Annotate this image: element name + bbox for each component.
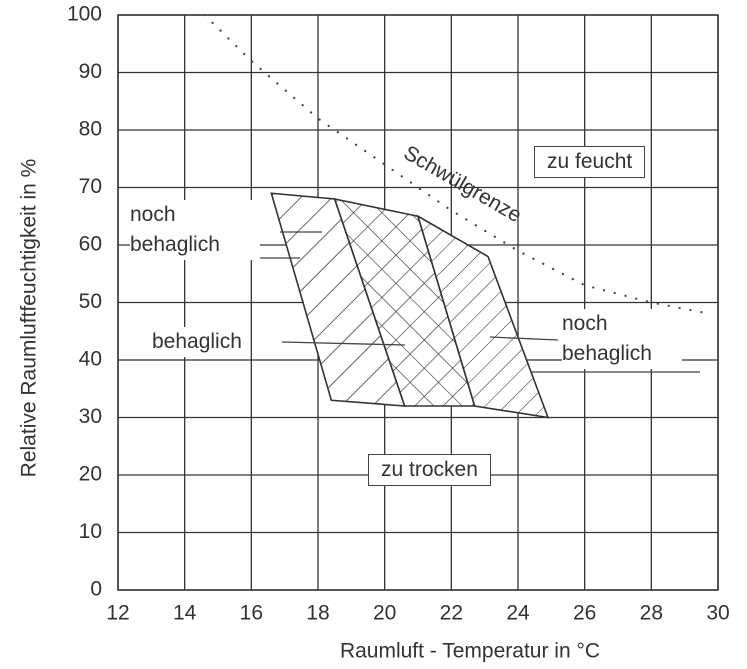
comfort-region-hatch [416,214,550,419]
y-tick-label: 90 [79,60,102,83]
y-tick-label: 80 [79,118,102,141]
x-tick-label: 14 [173,602,197,625]
region-label: behaglich [152,327,242,357]
annotation: zu trocken [368,454,491,486]
x-tick-label: 18 [306,602,329,625]
x-tick-label: 24 [506,602,530,625]
region-label: noch behaglich [562,309,682,369]
y-tick-label: 100 [67,3,102,26]
curve-label: Schwülgrenze [400,141,526,227]
x-tick-label: 28 [640,602,663,625]
y-tick-label: 70 [79,175,102,198]
x-tick-label: 20 [373,602,396,625]
annotation: zu feucht [534,146,646,178]
y-tick-label: 30 [79,405,102,428]
y-tick-label: 20 [79,463,102,486]
x-tick-label: 30 [706,602,729,625]
x-tick-label: 22 [440,602,463,625]
y-tick-label: 40 [79,348,102,371]
y-tick-label: 60 [79,233,102,256]
y-tick-label: 10 [79,520,102,543]
y-tick-label: 0 [90,578,102,601]
x-tick-label: 26 [573,602,596,625]
x-tick-label: 16 [240,602,263,625]
y-axis-label: Relative Raumluftfeuchtigkeit in % [18,159,41,478]
x-tick-label: 12 [106,602,129,625]
region-label: noch behaglich [130,200,260,260]
x-axis-label: Raumluft - Temperatur in °C [340,640,600,663]
leader-lines [255,231,700,373]
y-tick-label: 50 [79,290,102,313]
